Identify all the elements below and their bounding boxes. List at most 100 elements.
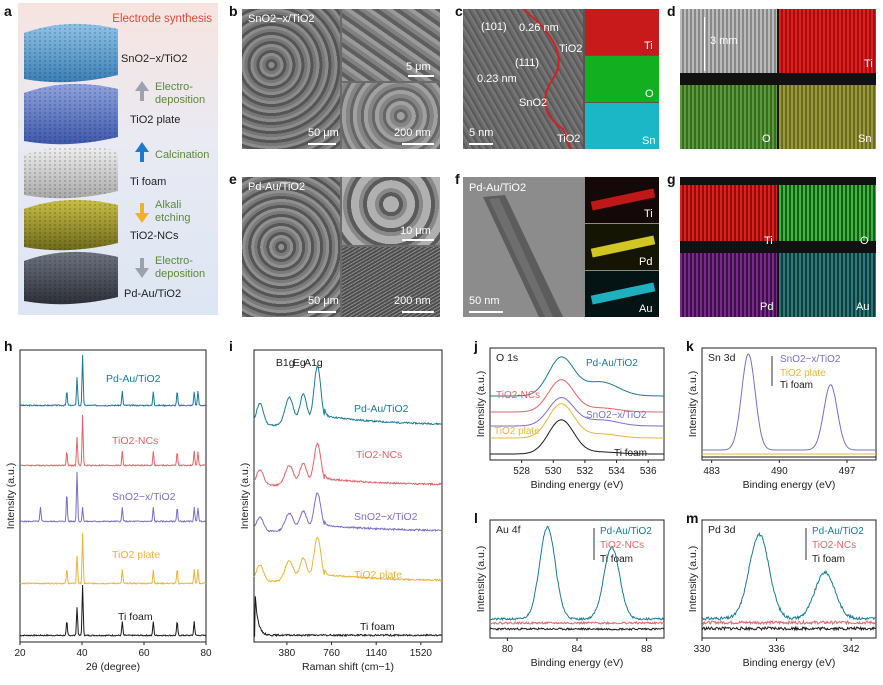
xps-series-line — [490, 379, 664, 413]
x-tick-label: 536 — [640, 466, 657, 477]
xrd-series-line — [19, 354, 207, 407]
nanotube — [483, 195, 563, 317]
sem-lowmag — [242, 9, 340, 149]
x-tick-label: 532 — [577, 466, 594, 477]
x-tick-label: 497 — [839, 466, 856, 477]
xrd-series-line — [19, 414, 207, 468]
raman-series-line — [253, 442, 443, 487]
map-label: O — [860, 235, 869, 247]
scale-label: 10 μm — [400, 225, 431, 237]
series-label: Pd-Au/TiO2 — [354, 403, 409, 415]
y-axis-label: Intensity (a.u.) — [475, 371, 487, 438]
panel-letter-d: d — [667, 3, 676, 19]
step-label: Electro-deposition — [155, 81, 206, 106]
xps-series-line — [490, 396, 664, 427]
scale-label: 5 μm — [406, 61, 431, 73]
x-tick-label: 490 — [771, 466, 788, 477]
eds-map-sn — [779, 85, 876, 149]
layer-ti-foam — [24, 145, 118, 199]
arrow-up-blue — [135, 142, 149, 162]
arrow-up-gray — [135, 81, 149, 101]
xps-series-line — [702, 353, 876, 451]
peak-label: Eg — [293, 357, 306, 369]
raman-series-line — [253, 596, 443, 638]
map-label: Pd — [760, 301, 774, 313]
length-label: 3 mm — [710, 35, 738, 47]
lattice-label: (111) — [515, 57, 540, 69]
y-axis-label: Intensity (a.u.) — [475, 546, 487, 613]
x-tick-label: 1140 — [365, 648, 387, 659]
x-axis-label: Binding energy (eV) — [531, 657, 624, 669]
x-axis-label: Raman shift (cm−1) — [302, 661, 394, 673]
eds-map-o — [779, 185, 876, 241]
x-tick-label: 483 — [703, 466, 720, 477]
y-axis-label: Intensity (a.u.) — [239, 463, 251, 530]
eds-map-ti — [779, 9, 876, 73]
peak-label: B1g — [276, 357, 295, 369]
map-label: Ti — [864, 58, 873, 70]
scale-bar — [408, 75, 434, 77]
map-label: O — [645, 88, 654, 100]
series-label: TiO2-NCs — [812, 540, 856, 551]
arrow-down-yellow — [135, 203, 149, 223]
sem-highmag — [342, 83, 440, 149]
scale-label: 50 μm — [308, 295, 339, 307]
x-tick-label: 88 — [641, 644, 653, 655]
sem-lowmag — [242, 177, 340, 317]
sem-midmag — [342, 9, 440, 81]
xps-au4f-chart: 80 84 88 Binding energy (eV) Intensity (a.u.… — [475, 519, 665, 669]
stage-label: Pd-Au/TiO2 — [124, 288, 182, 300]
xrd-series-line — [19, 471, 207, 524]
electrode-layers — [24, 23, 149, 305]
series-label: Pd-Au/TiO2 — [600, 526, 652, 537]
eds-map-ti — [585, 9, 659, 55]
xps-series-line — [490, 356, 664, 397]
xps-series-line — [490, 419, 664, 455]
series-label: TiO2 plate — [112, 549, 160, 561]
peak-label: A1g — [304, 357, 323, 369]
xps-series-line — [701, 619, 877, 626]
raman-series-line — [253, 536, 443, 583]
raman-chart: 380 760 1140 1520 Raman shift (cm−1) Intensit… — [239, 349, 443, 673]
series-label: TiO2-NCs — [356, 449, 402, 461]
x-tick-label: 80 — [502, 644, 514, 655]
map-label: Ti — [764, 235, 773, 247]
plot-frame — [489, 519, 665, 639]
sem-image-b: SnO2−x/TiO2 50 μm 5 μm 200 nm — [242, 9, 440, 149]
scale-label: 5 nm — [469, 127, 494, 139]
panel-letter-i: i — [229, 338, 233, 354]
layer-tio2-ncs — [24, 199, 118, 251]
map-label: Sn — [642, 135, 656, 147]
series-label: Pd-Au/TiO2 — [812, 526, 864, 537]
y-axis-label: Intensity (a.u.) — [687, 546, 699, 613]
layer-sno-tio2 — [24, 23, 118, 83]
sem-highmag — [342, 247, 440, 317]
synthesis-scheme: Electrode synthesis — [18, 3, 218, 315]
step-label: Calcination — [155, 149, 210, 161]
series-label: Ti foam — [812, 554, 845, 565]
scale-bar — [402, 143, 434, 145]
series-label: Ti foam — [614, 448, 647, 459]
sem-image-e: Pd-Au/TiO2 50 μm 10 μm 200 nm — [242, 177, 440, 317]
chart-title: Au 4f — [496, 524, 521, 536]
series-label: TiO2 plate — [494, 426, 540, 437]
series-label: Ti foam — [780, 380, 813, 391]
eds-map-o — [680, 85, 777, 149]
optical-image — [680, 9, 777, 73]
panel-letter-k: k — [686, 338, 694, 354]
scale-bar — [469, 143, 493, 145]
xrd-series-line — [19, 584, 207, 637]
lattice-label: 0.23 nm — [477, 73, 517, 85]
xps-series-line — [489, 626, 665, 631]
eds-map-au — [779, 253, 876, 317]
panel-letter-e: e — [229, 171, 237, 187]
panel-letter-b: b — [229, 3, 238, 19]
series-label: Ti foam — [600, 554, 633, 565]
x-tick-label: 380 — [279, 648, 296, 659]
stage-label: Ti foam — [130, 176, 167, 188]
layer-pd-au-tio2 — [24, 251, 118, 305]
series-label: TiO2-NCs — [600, 540, 644, 551]
x-tick-label: 84 — [571, 644, 583, 655]
hrtem-lattice — [463, 9, 583, 149]
